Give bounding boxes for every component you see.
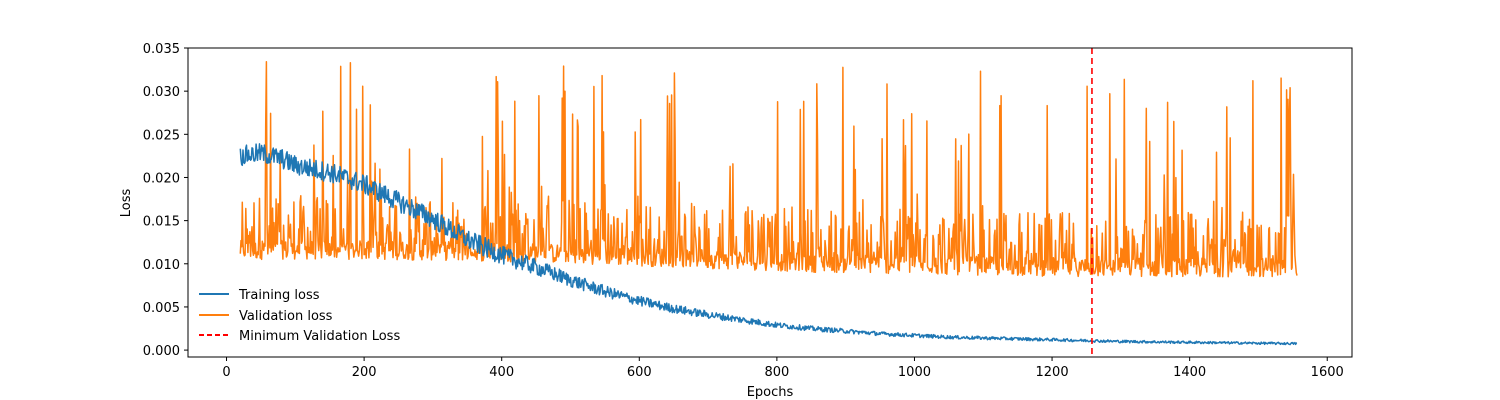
x-tick-label: 400 bbox=[489, 365, 514, 380]
legend-label-training: Training loss bbox=[238, 288, 320, 303]
legend: Training loss Validation loss Minimum Va… bbox=[199, 288, 400, 344]
validation-loss-line bbox=[239, 61, 1298, 278]
x-tick-label: 600 bbox=[627, 365, 652, 380]
y-axis-label: Loss bbox=[119, 189, 134, 218]
x-tick-label: 1000 bbox=[898, 365, 931, 380]
y-tick-label: 0.010 bbox=[143, 258, 180, 273]
y-tick-label: 0.020 bbox=[143, 171, 180, 186]
y-tick-label: 0.030 bbox=[143, 85, 180, 100]
legend-label-minimum: Minimum Validation Loss bbox=[239, 329, 400, 344]
plot-frame bbox=[187, 47, 1353, 358]
x-tick-label: 800 bbox=[764, 365, 789, 380]
training-loss-line bbox=[239, 143, 1298, 346]
x-axis-label: Epochs bbox=[747, 385, 794, 400]
legend-label-validation: Validation loss bbox=[239, 309, 333, 324]
x-tick-label: 200 bbox=[352, 365, 377, 380]
x-axis: 0 200 400 600 800 1000 1200 1400 1600 bbox=[222, 357, 1344, 380]
y-tick-label: 0.025 bbox=[143, 128, 180, 143]
y-tick-label: 0.000 bbox=[143, 344, 180, 359]
y-tick-label: 0.035 bbox=[143, 42, 180, 57]
x-tick-label: 1600 bbox=[1311, 365, 1344, 380]
y-tick-label: 0.015 bbox=[143, 215, 180, 230]
x-tick-label: 0 bbox=[222, 365, 230, 380]
x-tick-label: 1200 bbox=[1036, 365, 1069, 380]
x-tick-label: 1400 bbox=[1173, 365, 1206, 380]
y-tick-label: 0.005 bbox=[143, 301, 180, 316]
series-layer bbox=[239, 48, 1298, 357]
y-axis: 0.000 0.005 0.010 0.015 0.020 0.025 0.030 0.035 bbox=[143, 42, 188, 359]
